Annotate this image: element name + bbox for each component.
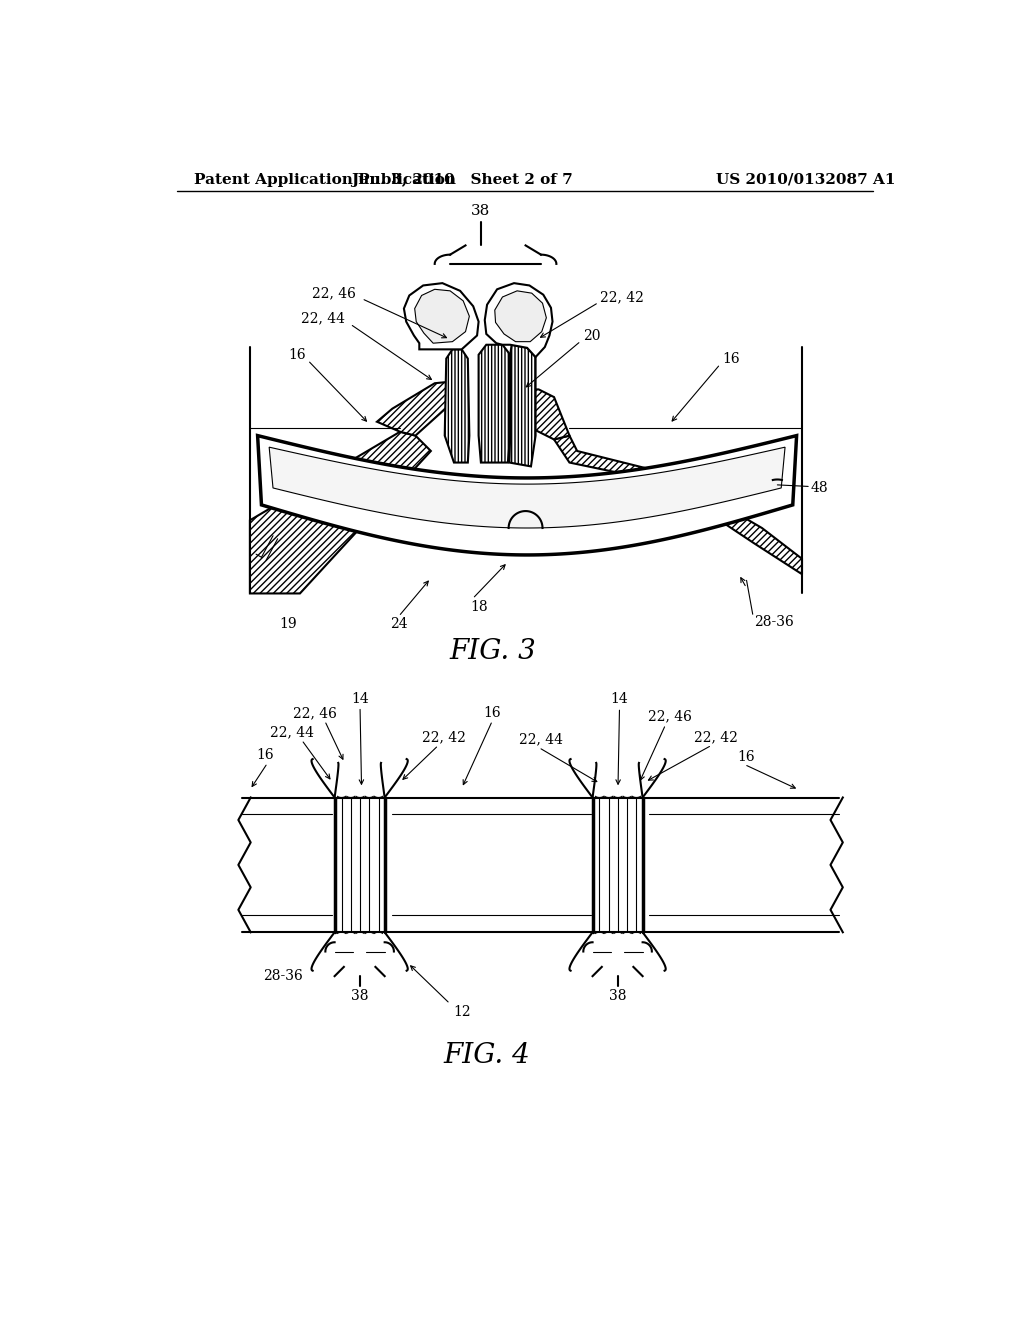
Polygon shape	[415, 289, 469, 343]
Text: 16: 16	[256, 748, 274, 762]
Polygon shape	[554, 436, 802, 574]
Text: FIG. 4: FIG. 4	[443, 1041, 529, 1069]
Text: 14: 14	[351, 692, 369, 706]
Text: 22, 44: 22, 44	[519, 733, 563, 747]
Polygon shape	[495, 290, 547, 342]
Text: 24: 24	[390, 618, 408, 631]
Text: 22, 44: 22, 44	[270, 725, 314, 739]
Polygon shape	[478, 345, 510, 462]
Polygon shape	[403, 284, 478, 350]
Text: 22, 46: 22, 46	[647, 710, 691, 723]
Text: 22, 46: 22, 46	[312, 286, 356, 300]
Text: 22, 42: 22, 42	[600, 290, 644, 304]
Text: 16: 16	[737, 751, 756, 764]
Text: 16: 16	[483, 706, 502, 719]
Text: 14: 14	[610, 692, 629, 706]
Text: 38: 38	[351, 989, 369, 1003]
Polygon shape	[269, 447, 785, 528]
Text: Jun. 3, 2010   Sheet 2 of 7: Jun. 3, 2010 Sheet 2 of 7	[351, 173, 572, 187]
Polygon shape	[509, 345, 536, 466]
Text: 22, 44: 22, 44	[301, 312, 345, 326]
Text: 28-36: 28-36	[263, 969, 303, 983]
Polygon shape	[258, 436, 797, 554]
Text: 18: 18	[471, 599, 488, 614]
Text: 19: 19	[280, 618, 297, 631]
Text: 12: 12	[453, 1005, 470, 1019]
Polygon shape	[377, 381, 462, 436]
Polygon shape	[508, 389, 569, 440]
Text: 38: 38	[609, 989, 627, 1003]
Text: 48: 48	[810, 480, 828, 495]
Text: US 2010/0132087 A1: US 2010/0132087 A1	[716, 173, 895, 187]
Text: Patent Application Publication: Patent Application Publication	[194, 173, 456, 187]
Polygon shape	[484, 284, 553, 358]
Text: 28-36: 28-36	[755, 615, 794, 628]
Polygon shape	[250, 432, 431, 594]
Text: 38: 38	[471, 203, 490, 218]
Text: 22, 46: 22, 46	[294, 706, 337, 719]
Text: FIG. 3: FIG. 3	[450, 638, 536, 665]
Text: 22, 42: 22, 42	[694, 730, 737, 744]
Text: 22, 42: 22, 42	[422, 730, 466, 744]
Polygon shape	[444, 350, 469, 462]
Text: 20: 20	[584, 329, 601, 342]
Text: 16: 16	[289, 347, 306, 362]
Text: 16: 16	[722, 351, 739, 366]
